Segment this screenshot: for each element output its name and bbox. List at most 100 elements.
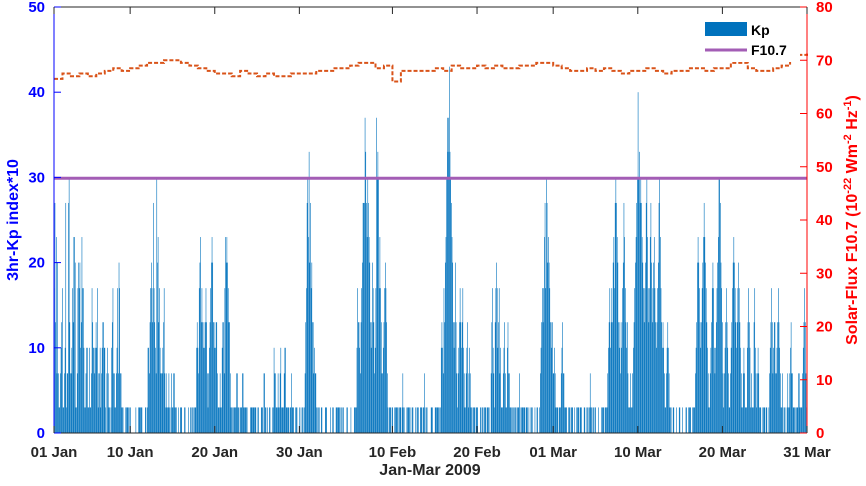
- kp-bar: [299, 407, 300, 433]
- kp-bar: [168, 373, 170, 433]
- kp-bar: [500, 407, 502, 433]
- kp-bar: [219, 373, 221, 433]
- kp-bar: [504, 322, 505, 433]
- kp-bar: [118, 373, 119, 433]
- kp-bar: [336, 407, 338, 433]
- kp-bar: [790, 322, 792, 433]
- kp-bar: [598, 407, 599, 433]
- kp-bar: [367, 177, 369, 433]
- kp-bar: [192, 407, 193, 433]
- kp-bar: [218, 407, 220, 433]
- kp-bar: [159, 288, 160, 433]
- kp-bar: [54, 202, 56, 433]
- kp-bar: [279, 373, 281, 433]
- kp-bar: [357, 288, 358, 433]
- kp-bar: [60, 347, 62, 433]
- kp-bar: [595, 407, 596, 433]
- kp-bar: [485, 407, 487, 433]
- kp-bar: [772, 373, 774, 433]
- kp-bar: [155, 347, 156, 433]
- kp-bar: [511, 407, 512, 433]
- kp-bar: [443, 288, 445, 433]
- kp-bar: [242, 373, 244, 433]
- kp-bar: [316, 407, 318, 433]
- kp-bar: [97, 288, 98, 433]
- kp-bar: [559, 407, 561, 433]
- kp-bar: [80, 347, 81, 433]
- kp-bar: [85, 373, 87, 433]
- kp-bar: [463, 347, 464, 433]
- kp-bar: [287, 407, 288, 433]
- kp-bar: [192, 407, 194, 433]
- kp-bar: [210, 288, 211, 433]
- legend: Kp F10.7: [700, 14, 800, 62]
- kp-bar: [384, 288, 385, 433]
- kp-bar: [614, 202, 616, 433]
- kp-bar: [408, 407, 410, 433]
- kp-bar: [616, 202, 617, 433]
- legend-swatch-kp: [705, 22, 747, 36]
- kp-bar: [245, 407, 247, 433]
- kp-bar: [159, 347, 161, 433]
- kp-bar: [540, 373, 541, 433]
- kp-bar: [601, 407, 602, 433]
- kp-bar: [605, 407, 607, 433]
- kp-bar: [372, 262, 373, 433]
- kp-bar: [424, 407, 426, 433]
- kp-bar: [213, 322, 215, 433]
- kp-bar: [407, 407, 409, 433]
- kp-bar: [154, 322, 156, 433]
- kp-bar: [618, 347, 620, 433]
- kp-bar: [326, 407, 327, 433]
- right-axis-title: Solar-Flux F10.7 (10-22 Wm-2 Hz-1): [842, 95, 861, 345]
- kp-bar: [223, 322, 224, 433]
- kp-bar: [775, 373, 777, 433]
- kp-bar: [703, 237, 704, 433]
- kp-bar: [796, 407, 797, 433]
- kp-bar: [492, 288, 493, 433]
- kp-bar: [69, 322, 71, 433]
- kp-bar: [184, 407, 186, 433]
- kp-bar: [89, 407, 91, 433]
- kp-bar: [690, 407, 691, 433]
- kp-bar: [61, 322, 63, 433]
- kp-bar: [374, 347, 376, 433]
- kp-bar: [720, 202, 721, 433]
- kp-bar: [149, 322, 151, 433]
- kp-bar: [653, 237, 655, 433]
- kp-bar: [96, 347, 98, 433]
- right-axis-title-exp2: -2: [842, 134, 854, 144]
- kp-bar: [212, 262, 214, 433]
- kp-bar: [263, 373, 265, 433]
- kp-bar: [371, 322, 373, 433]
- kp-bar: [776, 347, 778, 433]
- kp-bar: [325, 407, 327, 433]
- kp-bar: [755, 373, 757, 433]
- kp-bar: [190, 407, 191, 433]
- right-tick-label: 0: [816, 425, 824, 442]
- kp-bar: [225, 262, 227, 433]
- kp-bar: [755, 347, 756, 433]
- kp-bar: [58, 407, 60, 433]
- kp-bar: [310, 288, 312, 433]
- kp-bar: [276, 407, 278, 433]
- kp-bar: [417, 407, 418, 433]
- kp-bar: [92, 322, 94, 433]
- kp-bar: [355, 407, 356, 433]
- kp-bar: [71, 347, 73, 433]
- right-axis-title-unit1: Wm: [844, 144, 861, 178]
- kp-bar: [731, 322, 733, 433]
- kp-bar: [732, 288, 733, 433]
- kp-bar: [383, 322, 385, 433]
- x-axis-title: Jan-Mar 2009: [379, 462, 480, 479]
- kp-bar: [705, 262, 706, 433]
- kp-bar: [127, 407, 129, 433]
- kp-bar: [689, 407, 690, 433]
- kp-bar: [84, 407, 85, 433]
- kp-bar: [606, 407, 607, 433]
- kp-bar: [341, 407, 342, 433]
- kp-bar: [369, 262, 371, 433]
- kp-bar: [161, 373, 162, 433]
- kp-bar: [805, 373, 807, 433]
- kp-bar: [207, 373, 208, 433]
